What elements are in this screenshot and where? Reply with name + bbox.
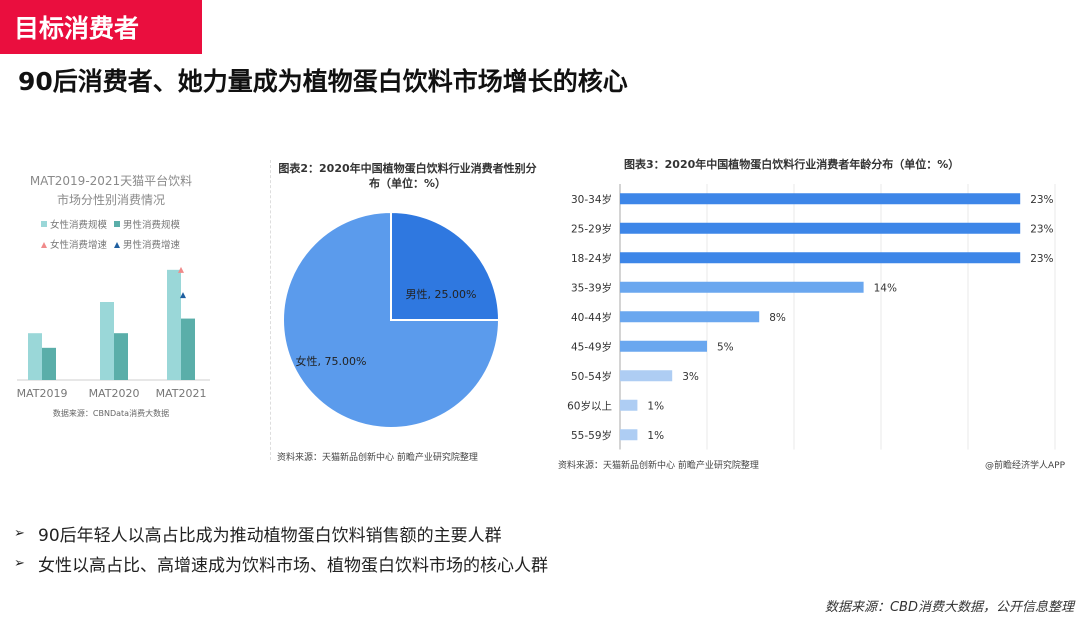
- data-label: 14%: [874, 282, 897, 294]
- age-distribution-svg: 30-34岁 23% 25-29岁 23% 18-24岁 23% 35-39岁 14% 40-4…: [567, 184, 1056, 450]
- gender-consumption-chart: MAT2019-2021天猫平台饮料 市场分性别消费情况 女性消费规模 男性消费…: [5, 168, 218, 428]
- legend-marker-male-growth: [114, 242, 120, 248]
- x-tick-label: MAT2020: [89, 387, 140, 400]
- chart3-credit: @前瞻经济学人APP: [984, 461, 1065, 471]
- chart2-source: 资料来源：天猫新品创新中心 前瞻产业研究院整理: [277, 453, 478, 463]
- age-bar-50-54岁: [620, 370, 673, 382]
- x-tick-label: MAT2021: [156, 387, 207, 400]
- legend-female-growth: 女性消费增速: [50, 239, 108, 251]
- y-tick-label: 55-59岁: [571, 429, 612, 442]
- chart3-title: 图表3：2020年中国植物蛋白饮料行业消费者年龄分布（单位：%）: [624, 158, 960, 171]
- age-distribution-chart: 图表3：2020年中国植物蛋白饮料行业消费者年龄分布（单位：%） 30-34岁 2…: [550, 150, 1075, 475]
- bar-female-MAT2020: [100, 302, 114, 380]
- gender-pie-chart: 图表2：2020年中国植物蛋白饮料行业消费者性别分 布（单位：%） 男性, 25…: [275, 155, 540, 465]
- legend-swatch-male-scale: [114, 221, 120, 227]
- growth-marker-male: [180, 292, 186, 299]
- y-tick-label: 60岁以上: [567, 399, 612, 412]
- finding-item: ➢ 女性以高占比、高增速成为饮料市场、植物蛋白饮料市场的核心人群: [14, 548, 548, 578]
- data-label: 1%: [647, 400, 664, 412]
- legend-female-scale: 女性消费规模: [50, 219, 108, 231]
- legend-swatch-female-scale: [41, 221, 47, 227]
- data-label: 23%: [1030, 223, 1053, 235]
- age-bar-55-59岁: [620, 429, 638, 441]
- legend-male-growth: 男性消费增速: [123, 239, 181, 251]
- y-tick-label: 18-24岁: [571, 252, 612, 265]
- growth-marker-female: [178, 266, 184, 273]
- divider: [270, 160, 272, 460]
- y-tick-label: 30-34岁: [571, 193, 612, 206]
- y-tick-label: 40-44岁: [571, 311, 612, 324]
- y-tick-label: 45-49岁: [571, 340, 612, 353]
- chart2-title: 图表2：2020年中国植物蛋白饮料行业消费者性别分 布（单位：%）: [275, 161, 540, 191]
- chart1-source: 数据来源：CBNData消费大数据: [53, 408, 169, 418]
- legend-marker-female-growth: [41, 242, 47, 248]
- chart1-title-line1: MAT2019-2021天猫平台饮料: [30, 173, 192, 188]
- arrow-bullet-icon: ➢: [14, 525, 25, 541]
- bar-female-MAT2019: [28, 333, 42, 380]
- age-bar-35-39岁: [620, 281, 864, 293]
- pie-slice-female: [282, 210, 501, 429]
- pie-label-male: 男性, 25.00%: [406, 287, 477, 301]
- banner-title: 目标消费者: [14, 14, 140, 43]
- legend-male-scale: 男性消费规模: [123, 219, 181, 231]
- finding-text-2: 女性以高占比、高增速成为饮料市场、植物蛋白饮料市场的核心人群: [38, 555, 548, 576]
- chart2-title-line2: 布（单位：%）: [368, 177, 447, 190]
- data-label: 8%: [769, 312, 786, 324]
- footer-source: 数据来源：CBD消费大数据，公开信息整理: [824, 600, 1074, 615]
- data-label: 5%: [717, 341, 734, 353]
- age-bar-45-49岁: [620, 340, 707, 352]
- age-bar-40-44岁: [620, 311, 760, 323]
- x-tick-label: MAT2019: [17, 387, 68, 400]
- pie-label-female: 女性, 75.00%: [296, 354, 367, 368]
- arrow-bullet-icon: ➢: [14, 555, 25, 571]
- data-label: 3%: [682, 371, 699, 383]
- gender-pie-svg: 男性, 25.00% 女性, 75.00%: [282, 210, 501, 429]
- chart3-source: 资料来源：天猫新品创新中心 前瞻产业研究院整理: [558, 461, 759, 471]
- bar-male-MAT2020: [114, 333, 128, 380]
- age-bar-18-24岁: [620, 252, 1021, 264]
- data-label: 1%: [647, 430, 664, 442]
- y-tick-label: 50-54岁: [571, 370, 612, 383]
- y-tick-label: 35-39岁: [571, 281, 612, 294]
- bar-male-MAT2021: [181, 318, 195, 380]
- age-bar-30-34岁: [620, 193, 1021, 205]
- age-bar-60岁以上: [620, 399, 638, 411]
- chart2-title-line1: 图表2：2020年中国植物蛋白饮料行业消费者性别分: [278, 162, 537, 175]
- page-title: 90后消费者、她力量成为植物蛋白饮料市场增长的核心: [18, 67, 628, 96]
- bar-female-MAT2021: [167, 269, 181, 380]
- pie-slice-male: [390, 210, 501, 321]
- age-bar-25-29岁: [620, 222, 1021, 234]
- chart1-title-line2: 市场分性别消费情况: [57, 192, 165, 207]
- data-label: 23%: [1030, 253, 1053, 265]
- section-banner: 目标消费者: [0, 0, 202, 54]
- y-tick-label: 25-29岁: [571, 222, 612, 235]
- bar-male-MAT2019: [42, 347, 56, 380]
- finding-text-1: 90后年轻人以高占比成为推动植物蛋白饮料销售额的主要人群: [38, 525, 502, 546]
- finding-item: ➢ 90后年轻人以高占比成为推动植物蛋白饮料销售额的主要人群: [14, 518, 548, 548]
- gender-consumption-svg: MAT2019-2021天猫平台饮料 市场分性别消费情况 女性消费规模 男性消费…: [17, 173, 210, 418]
- key-findings: ➢ 90后年轻人以高占比成为推动植物蛋白饮料销售额的主要人群 ➢ 女性以高占比、…: [14, 518, 548, 578]
- data-label: 23%: [1030, 194, 1053, 206]
